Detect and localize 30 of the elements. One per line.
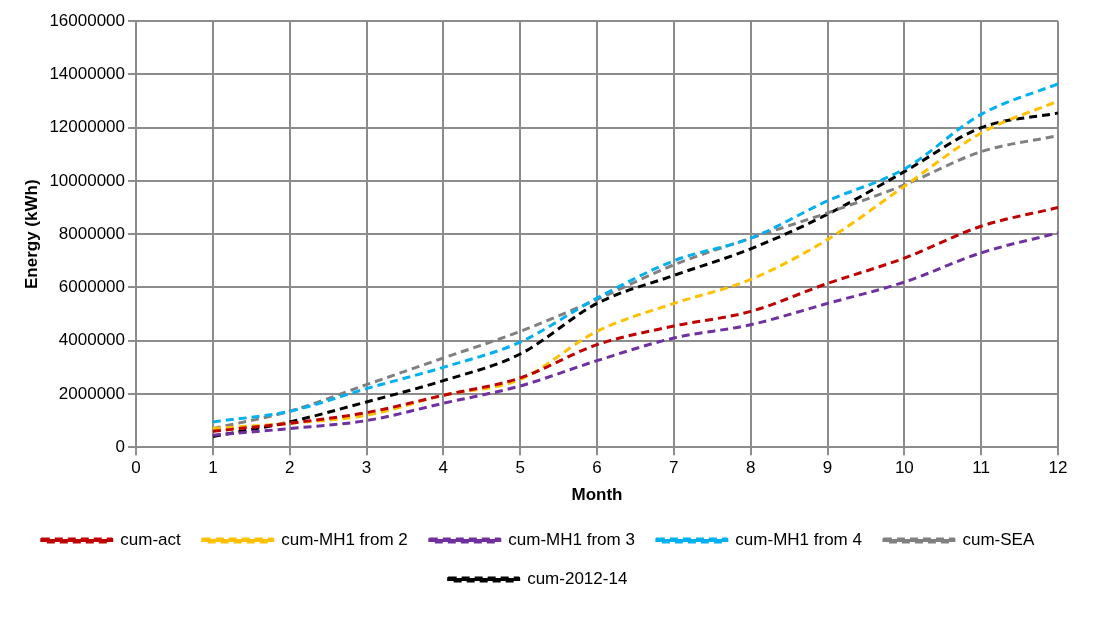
x-tick-label: 6 — [592, 458, 602, 478]
x-tick-label: 5 — [515, 458, 525, 478]
x-tick-label: 9 — [822, 458, 833, 478]
y-axis-title: Energy (kWh) — [21, 179, 41, 289]
y-tick-label: 10000000 — [49, 170, 126, 190]
y-tick-label: 0 — [115, 436, 126, 456]
y-tick-label: 6000000 — [58, 277, 126, 297]
y-tick-label: 16000000 — [49, 10, 126, 30]
x-tick-label: 10 — [894, 458, 914, 478]
x-axis-title: Month — [571, 485, 623, 505]
legend-label: cum-2012-14 — [527, 569, 628, 589]
y-tick-label: 12000000 — [49, 117, 126, 137]
y-tick-label: 14000000 — [49, 64, 126, 84]
y-tick-label: 8000000 — [58, 223, 126, 243]
legend-label: cum-act — [120, 530, 181, 550]
legend-label: cum-MH1 from 4 — [735, 530, 862, 550]
legend-label: cum-MH1 from 3 — [508, 530, 635, 550]
x-tick-label: 8 — [745, 458, 756, 478]
x-tick-label: 11 — [972, 458, 990, 478]
x-tick-label: 2 — [284, 458, 295, 478]
legend-label: cum-MH1 from 2 — [281, 530, 408, 550]
x-tick-label: 1 — [208, 458, 218, 478]
x-tick-label: 3 — [361, 458, 372, 478]
x-tick-label: 0 — [131, 458, 141, 478]
y-tick-label: 4000000 — [58, 330, 126, 350]
legend-label: cum-SEA — [962, 530, 1035, 550]
x-tick-label: 7 — [669, 458, 679, 478]
y-tick-label: 2000000 — [58, 383, 126, 403]
x-tick-label: 4 — [438, 458, 449, 478]
x-tick-label: 12 — [1048, 458, 1068, 478]
